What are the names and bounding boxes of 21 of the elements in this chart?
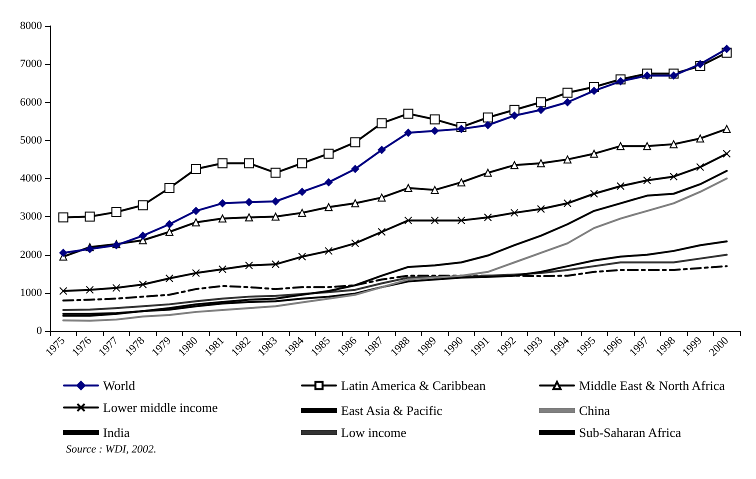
legend-label: Latin America & Caribbean [341,378,486,393]
y-tick-label: 4000 [20,172,42,184]
legend-label: India [103,425,130,440]
y-tick-label: 1000 [20,286,42,299]
legend-label: Sub-Saharan Africa [579,425,682,440]
y-tick-label: 0 [36,325,42,337]
y-tick-label: 6000 [20,96,42,108]
source-note: Source : WDI, 2002. [66,444,156,456]
legend-label: Lower middle income [103,400,218,415]
legend-label: East Asia & Pacific [341,403,443,418]
legend-label: Low income [341,425,407,440]
y-tick-label: 5000 [20,134,42,146]
y-tick-label: 8000 [20,20,42,32]
legend-label: World [103,378,136,393]
x-tick-label: 1991 [468,334,492,359]
y-tick-label: 3000 [20,210,42,223]
x-tick-label: 1981 [202,334,227,359]
legend-label: Middle East & North Africa [579,378,726,393]
y-tick-label: 7000 [20,58,42,70]
legend-label: China [579,403,610,418]
y-tick-label: 2000 [20,248,42,261]
